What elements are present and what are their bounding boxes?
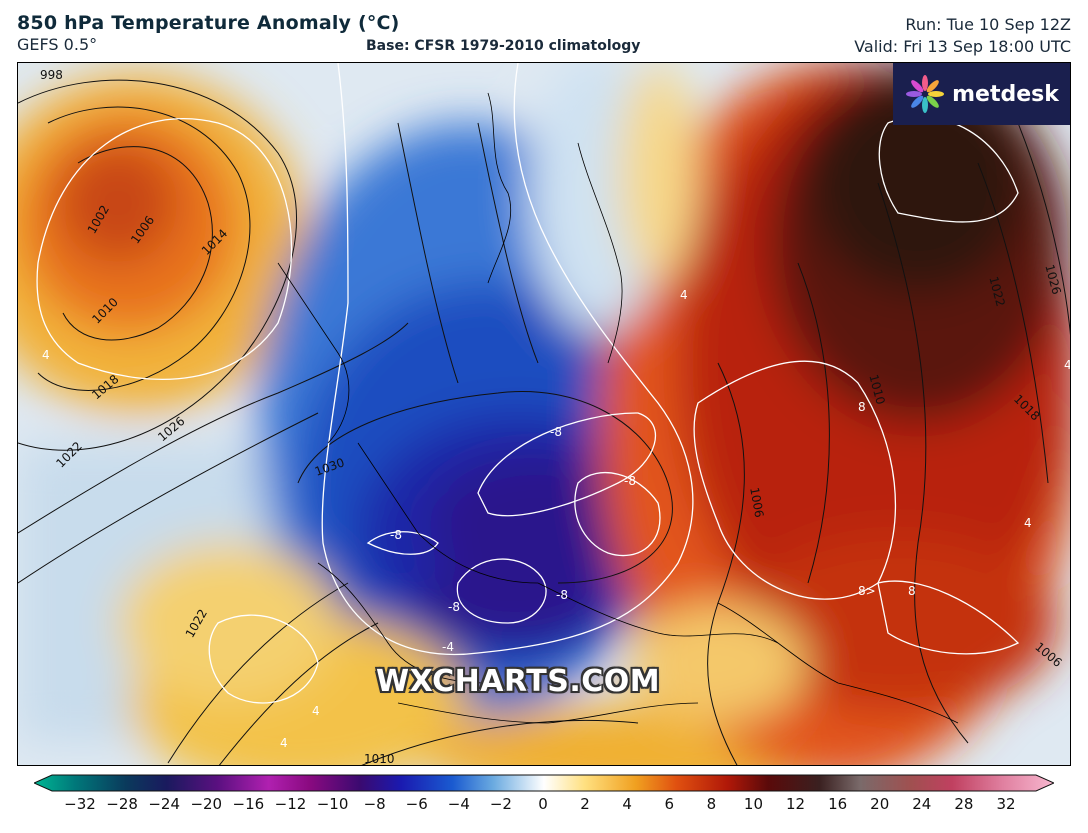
valid-time: Valid: Fri 13 Sep 18:00 UTC — [854, 37, 1071, 56]
chart-title: 850 hPa Temperature Anomaly (°C) — [17, 12, 400, 34]
colorbar-tick-label: −12 — [274, 795, 307, 813]
metdesk-flower-icon — [906, 75, 945, 113]
colorbar-tick-label: −6 — [405, 795, 428, 813]
header-left: 850 hPa Temperature Anomaly (°C) GEFS 0.… — [17, 12, 400, 54]
anomaly-label: 8> — [858, 584, 876, 598]
anomaly-label: 4 — [1024, 516, 1032, 530]
coastlines — [277, 92, 959, 724]
isobar-label: 1010 — [364, 752, 395, 766]
anomaly-label: 4 — [280, 736, 288, 750]
isobars — [18, 79, 1070, 765]
anomaly-field — [18, 63, 1070, 765]
model-name: GEFS 0.5° — [17, 35, 98, 54]
colorbar-tick-label: −10 — [316, 795, 349, 813]
anomaly-label: 4 — [42, 348, 50, 362]
colorbar-tick-label: 0 — [538, 795, 548, 813]
colorbar-tick-label: 2 — [580, 795, 590, 813]
colorbar-tick-label: 10 — [743, 795, 763, 813]
anomaly-label: -8 — [448, 600, 460, 614]
anomaly-map: 998 1002 1006 1014 1010 1018 1026 1022 1… — [17, 62, 1071, 766]
metdesk-logo[interactable]: metdesk — [893, 63, 1070, 125]
colorbar-gradient — [34, 774, 1054, 792]
anomaly-label: 8 — [858, 400, 866, 414]
colorbar-tick-label: 12 — [785, 795, 806, 813]
colorbar — [34, 774, 1054, 792]
colorbar-tick-label: 8 — [706, 795, 717, 813]
anomaly-label: 4 — [1064, 358, 1071, 372]
run-time: Run: Tue 10 Sep 12Z — [905, 15, 1071, 34]
isobar-label: 1006 — [747, 486, 766, 519]
anomaly-labels: 4 -8 -8 -8 -8 -8 -4 4 4 8 8 8> 4 4 4 — [42, 288, 1071, 750]
colorbar-tick-label: −4 — [447, 795, 470, 813]
colorbar-tick-label: −20 — [190, 795, 223, 813]
colorbar-tick-label: 32 — [996, 795, 1016, 813]
colorbar-tick-label: −24 — [148, 795, 180, 813]
colorbar-tick-label: −28 — [106, 795, 138, 813]
map-canvas: 998 1002 1006 1014 1010 1018 1026 1022 1… — [18, 63, 1071, 766]
header-right: Run: Tue 10 Sep 12Z Valid: Fri 13 Sep 18… — [854, 14, 1071, 58]
isobar-label: 998 — [40, 68, 63, 82]
anomaly-label: -8 — [390, 528, 402, 542]
colorbar-ticks: −32 −28 −24 −20 −16 −12 −10 −8 −6 −4 −2 0 2 4 6 8 10 12 16… — [0, 795, 1088, 817]
colorbar-tick-label: −8 — [363, 795, 386, 813]
logo-text: metdesk — [952, 81, 1059, 107]
colorbar-tick-label: 6 — [664, 795, 675, 813]
colorbar-tick-label: −32 — [64, 795, 96, 813]
colorbar-tick-label: 16 — [828, 795, 848, 813]
wxcharts-watermark: WXCHARTS.COM — [376, 664, 661, 699]
anomaly-label: -8 — [556, 588, 568, 602]
anomaly-label: -8 — [550, 425, 562, 439]
anomaly-label: 4 — [312, 704, 320, 718]
colorbar-tick-label: 24 — [912, 795, 932, 813]
colorbar-tick-label: −16 — [232, 795, 265, 813]
colorbar-tick-label: 4 — [622, 795, 632, 813]
anomaly-label: -4 — [442, 640, 454, 654]
colorbar-tick-label: 28 — [954, 795, 974, 813]
anomaly-label: -8 — [624, 474, 636, 488]
climatology-base: Base: CFSR 1979-2010 climatology — [366, 38, 641, 54]
colorbar-tick-label: 20 — [870, 795, 890, 813]
anomaly-label: 8 — [908, 584, 916, 598]
anomaly-label: 4 — [680, 288, 688, 302]
colorbar-tick-label: −2 — [489, 795, 512, 813]
